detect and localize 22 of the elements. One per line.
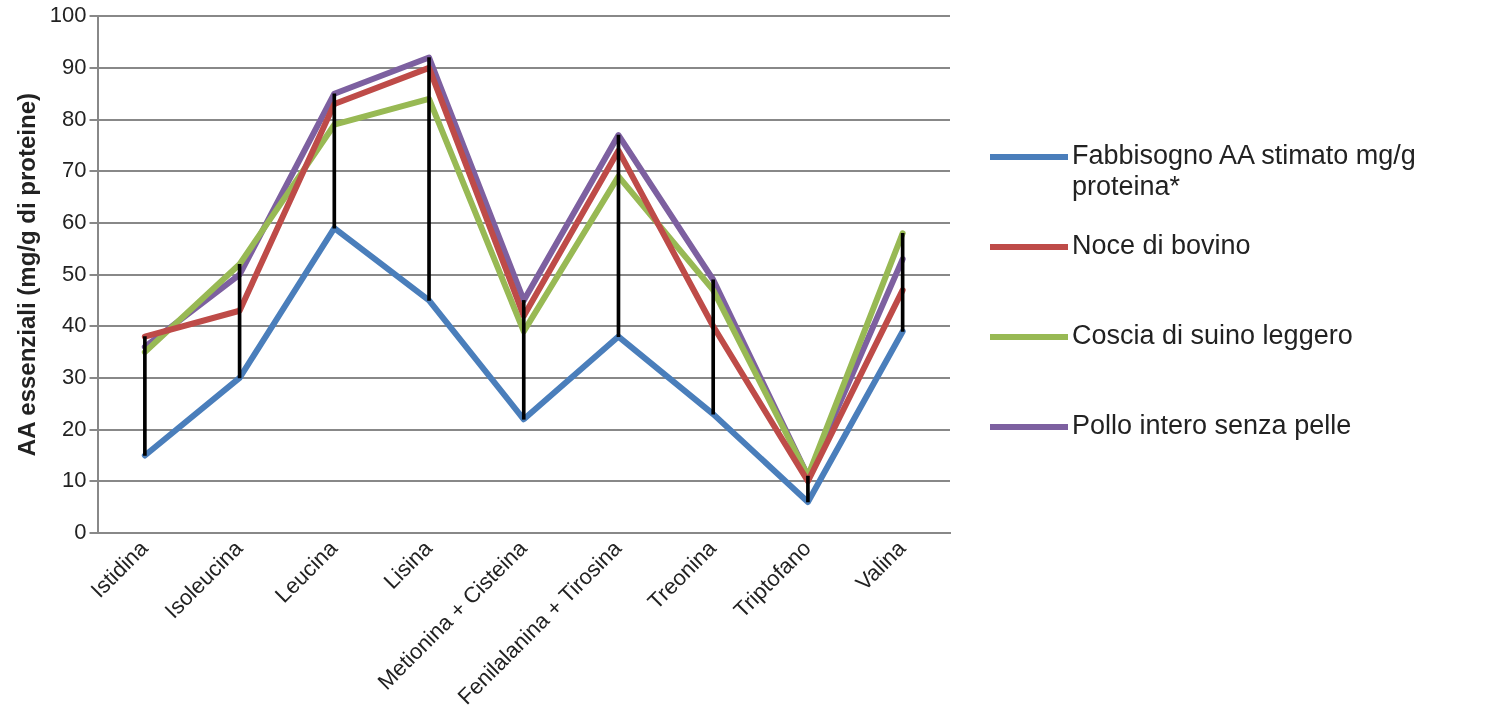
bar [806,475,810,503]
y-tick-label: 80 [62,105,87,131]
y-tick-label: 60 [62,208,87,234]
legend-label: Pollo intero senza pelle [1072,410,1352,441]
bar [332,93,337,229]
y-tick-label: 30 [62,364,87,389]
bar [427,57,431,301]
bar [521,300,526,420]
legend-label: Fabbisogno AA stimato mg/g proteina* [1072,140,1417,202]
legend-label: Coscia di suino leggero [1072,320,1353,351]
y-axis-title: AA essenziali (mg/g di proteine) [13,93,41,457]
legend-label: Noce di bovino [1072,230,1251,261]
y-tick-label: 50 [62,260,87,286]
y-tick-label: 10 [62,467,87,493]
y-tick-label: 90 [62,53,87,79]
y-tick-label: 40 [62,312,87,338]
y-tick-label: 0 [74,519,87,545]
bar [143,336,147,456]
bar [711,279,716,415]
y-tick-label: 20 [62,415,87,441]
y-tick-label: 100 [49,2,87,28]
y-tick-label: 70 [62,157,87,183]
